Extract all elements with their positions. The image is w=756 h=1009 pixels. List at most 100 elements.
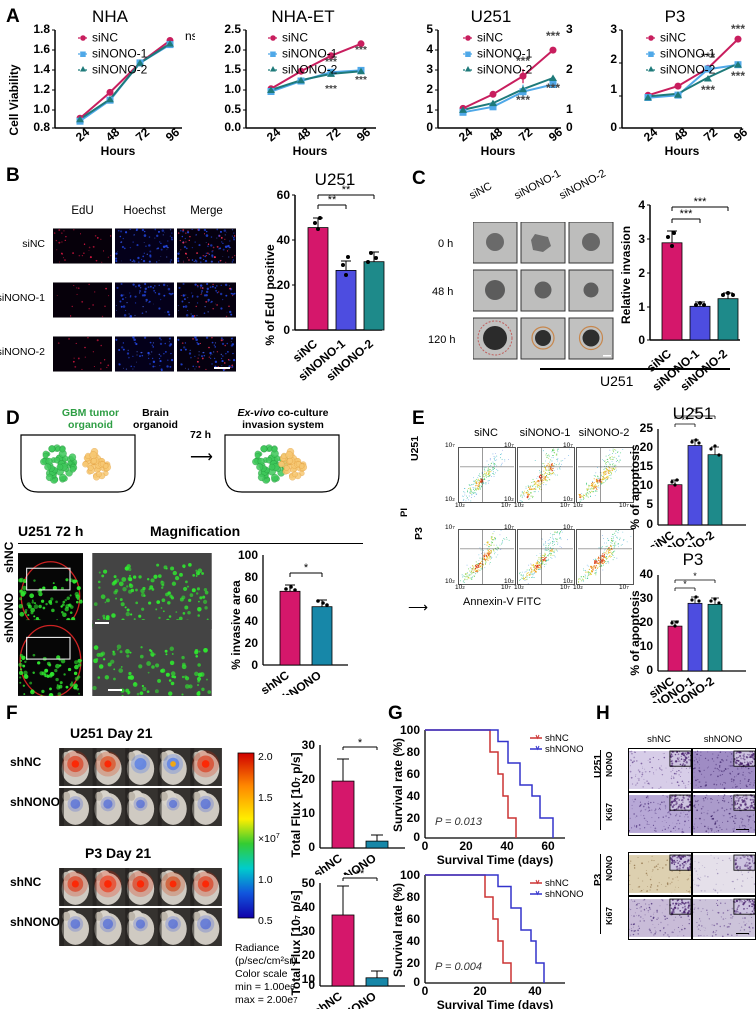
svg-text:shNONO: shNONO (545, 744, 584, 755)
svg-text:40: 40 (500, 839, 514, 853)
svg-text:10: 10 (302, 806, 316, 820)
svg-text:0: 0 (426, 120, 433, 134)
svg-text:40: 40 (407, 934, 421, 948)
svg-text:3: 3 (638, 232, 645, 246)
svg-text:Hours: Hours (665, 144, 700, 158)
svg-text:shNC: shNC (545, 733, 569, 744)
svg-text:Hours: Hours (481, 144, 516, 158)
svg-text:siNONO-1: siNONO-1 (660, 47, 716, 61)
svg-text:***: *** (694, 196, 708, 208)
svg-text:*: * (358, 737, 363, 749)
svg-text:0: 0 (283, 323, 290, 337)
svg-text:0: 0 (638, 333, 645, 347)
svg-text:Relative invasion: Relative invasion (620, 226, 633, 324)
svg-text:20: 20 (277, 278, 291, 292)
svg-text:40: 40 (245, 614, 259, 628)
svg-text:20: 20 (459, 839, 473, 853)
svg-text:1.8: 1.8 (33, 22, 50, 36)
svg-text:20: 20 (407, 956, 421, 970)
svg-text:3: 3 (426, 62, 433, 76)
svg-text:siNONO-2: siNONO-2 (92, 63, 148, 77)
svg-text:2.0: 2.0 (224, 42, 241, 56)
svg-text:3: 3 (610, 22, 617, 36)
svg-text:% of apoptosis: % of apoptosis (628, 590, 642, 676)
svg-text:***: *** (325, 84, 337, 95)
svg-text:1: 1 (610, 82, 617, 96)
svg-text:P3: P3 (683, 553, 704, 569)
svg-text:Total Flux [107 p/s]: Total Flux [107 p/s] (290, 890, 303, 995)
svg-text:**: ** (691, 407, 699, 417)
svg-text:***: *** (731, 69, 745, 83)
svg-text:0: 0 (646, 663, 653, 677)
svg-text:P = 0.004: P = 0.004 (435, 961, 482, 973)
svg-text:80: 80 (407, 890, 421, 904)
svg-text:0: 0 (308, 978, 315, 992)
svg-text:***: *** (516, 93, 530, 107)
svg-text:0: 0 (413, 975, 420, 989)
svg-text:2: 2 (638, 266, 645, 280)
svg-text:1: 1 (638, 300, 645, 314)
svg-text:P = 0.013: P = 0.013 (435, 816, 483, 828)
svg-text:0: 0 (308, 840, 315, 854)
svg-text:siNONO-1: siNONO-1 (477, 47, 533, 61)
svg-text:1.5: 1.5 (224, 62, 241, 76)
svg-text:siNC: siNC (282, 31, 308, 45)
svg-text:Hours: Hours (101, 144, 136, 158)
svg-text:siNONO-2: siNONO-2 (477, 63, 533, 77)
svg-text:60: 60 (407, 912, 421, 926)
svg-text:% of EdU positive: % of EdU positive (263, 244, 277, 346)
svg-text:***: *** (701, 83, 715, 97)
svg-text:5: 5 (426, 22, 433, 36)
svg-text:40: 40 (277, 233, 291, 247)
svg-text:Survival rate (%): Survival rate (%) (391, 883, 405, 977)
svg-text:P3: P3 (665, 7, 686, 26)
svg-text:Cell Viability: Cell Viability (7, 64, 21, 135)
svg-text:Total Flux [107 p/s]: Total Flux [107 p/s] (290, 752, 303, 857)
svg-text:4: 4 (426, 42, 433, 56)
svg-text:4: 4 (638, 198, 645, 212)
svg-text:1.0: 1.0 (33, 102, 50, 116)
svg-text:80: 80 (407, 745, 421, 759)
svg-text:Hours: Hours (293, 144, 328, 158)
svg-text:1.6: 1.6 (33, 42, 50, 56)
svg-text:0.5: 0.5 (258, 915, 273, 927)
svg-text:*: * (693, 571, 697, 581)
svg-text:**: ** (342, 184, 351, 196)
svg-text:2: 2 (426, 82, 433, 96)
svg-text:Survival rate (%): Survival rate (%) (391, 738, 405, 832)
svg-text:siNONO-2: siNONO-2 (660, 63, 716, 77)
svg-text:20: 20 (302, 948, 316, 962)
svg-text:0: 0 (413, 830, 420, 844)
svg-text:1.2: 1.2 (33, 82, 50, 96)
svg-text:1: 1 (426, 102, 433, 116)
svg-text:% invasive area: % invasive area (229, 580, 243, 670)
svg-text:U251: U251 (471, 7, 512, 26)
svg-text:**: ** (681, 415, 689, 425)
svg-text:shNC: shNC (545, 878, 569, 889)
svg-text:40: 40 (528, 984, 542, 998)
svg-text:Survival Time (days): Survival Time (days) (437, 998, 554, 1009)
svg-text:50: 50 (302, 876, 316, 890)
svg-text:NHA-ET: NHA-ET (271, 7, 334, 26)
svg-text:60: 60 (245, 592, 259, 606)
svg-text:40: 40 (407, 789, 421, 803)
svg-text:100: 100 (400, 868, 420, 882)
svg-text:siNONO-1: siNONO-1 (92, 47, 148, 61)
svg-text:siNC: siNC (92, 31, 118, 45)
svg-text:1.0: 1.0 (224, 82, 241, 96)
svg-text:**: ** (356, 868, 365, 880)
svg-text:0: 0 (646, 517, 653, 531)
svg-text:2.0: 2.0 (258, 751, 273, 763)
svg-text:**: ** (328, 194, 337, 206)
svg-text:1.5: 1.5 (258, 792, 273, 804)
svg-text:20: 20 (302, 772, 316, 786)
svg-text:60: 60 (277, 188, 291, 202)
svg-text:20: 20 (407, 811, 421, 825)
svg-text:shNC: shNC (311, 989, 345, 1009)
svg-text:siNC: siNC (477, 31, 503, 45)
svg-text:***: *** (546, 29, 560, 43)
svg-text:shNONO: shNONO (545, 889, 584, 900)
svg-text:40: 40 (302, 900, 316, 914)
svg-text:0: 0 (251, 658, 258, 672)
svg-text:0: 0 (610, 120, 617, 134)
